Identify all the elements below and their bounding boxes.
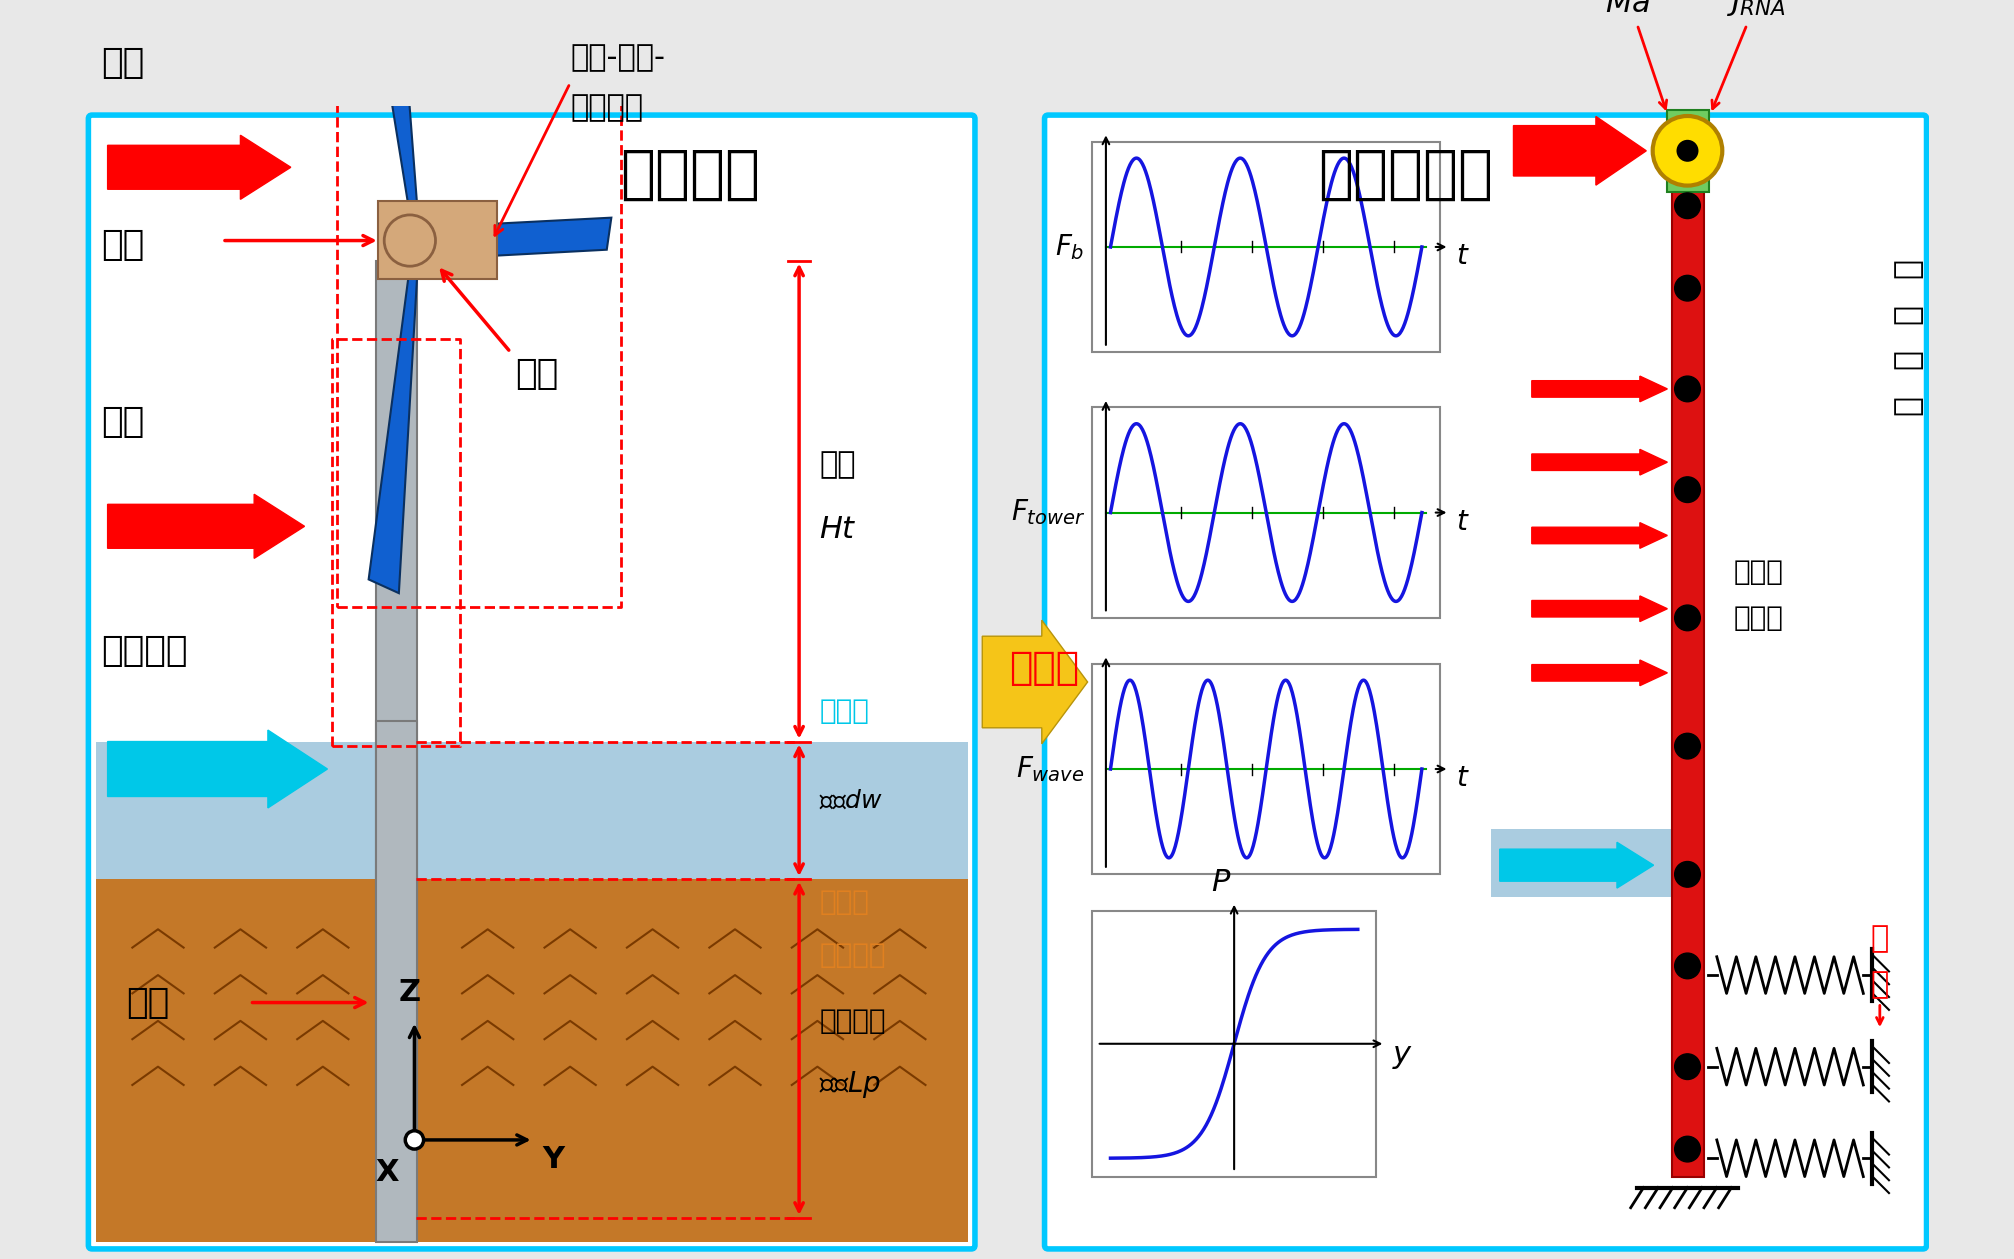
Bar [1668, 110, 1708, 193]
Text: 轮毂: 轮毂 [101, 228, 145, 262]
Bar [1490, 828, 1674, 898]
Text: t: t [1456, 242, 1468, 271]
Circle shape [1676, 861, 1700, 888]
Text: 深: 深 [1871, 924, 1889, 953]
Text: t: t [1456, 764, 1468, 792]
Circle shape [1676, 733, 1700, 759]
FancyArrow shape [1533, 376, 1668, 402]
Text: Y: Y [542, 1144, 564, 1173]
FancyArrow shape [1500, 842, 1653, 888]
Text: 度: 度 [1871, 969, 1889, 998]
Text: 舱体组合: 舱体组合 [570, 93, 642, 122]
FancyArrow shape [1533, 660, 1668, 686]
Text: y: y [1392, 1040, 1410, 1069]
Text: 风载荷: 风载荷 [1734, 604, 1782, 632]
Text: 塔所受: 塔所受 [1734, 558, 1782, 587]
Bar [377, 261, 417, 1139]
Text: 海平面: 海平面 [820, 697, 870, 725]
Text: 荷: 荷 [1891, 398, 1923, 417]
Text: t: t [1456, 507, 1468, 536]
Text: 舱体: 舱体 [516, 356, 558, 390]
Polygon shape [358, 0, 417, 215]
Text: $F_{wave}$: $F_{wave}$ [1017, 754, 1086, 784]
Circle shape [1676, 953, 1700, 978]
Text: 载: 载 [1891, 351, 1923, 371]
Text: 离散化: 离散化 [1009, 650, 1080, 687]
Bar [1092, 142, 1440, 353]
Text: $F_b$: $F_b$ [1055, 232, 1086, 262]
FancyArrow shape [1533, 522, 1668, 548]
Text: 载荷: 载荷 [101, 405, 145, 439]
Bar [377, 721, 417, 1241]
Circle shape [1676, 1137, 1700, 1162]
Circle shape [1676, 276, 1700, 301]
Text: $Ht$: $Ht$ [820, 515, 858, 544]
Text: 水深$dw$: 水深$dw$ [820, 789, 882, 813]
Bar [1092, 663, 1440, 874]
Text: X: X [375, 1158, 399, 1187]
Bar [1092, 912, 1376, 1177]
Text: $Ma$: $Ma$ [1605, 0, 1649, 18]
Text: 塔高: 塔高 [820, 451, 856, 480]
FancyArrow shape [1513, 116, 1645, 185]
Circle shape [1676, 606, 1700, 631]
FancyArrow shape [107, 730, 328, 808]
Circle shape [1676, 140, 1698, 162]
Text: 单桩: 单桩 [127, 986, 169, 1020]
FancyArrow shape [983, 621, 1088, 744]
Circle shape [1653, 116, 1722, 185]
Text: $F_{tower}$: $F_{tower}$ [1011, 497, 1086, 528]
FancyArrow shape [107, 135, 290, 199]
Text: 桩: 桩 [1891, 259, 1923, 279]
Bar [1092, 407, 1440, 618]
Text: 物理模型: 物理模型 [620, 146, 759, 203]
Text: 有限元模型: 有限元模型 [1317, 146, 1492, 203]
Bar [1672, 183, 1704, 1177]
Bar [97, 742, 967, 879]
Text: Z: Z [399, 978, 421, 1007]
Circle shape [405, 1131, 423, 1149]
FancyArrow shape [1533, 596, 1668, 622]
Text: 海底面: 海底面 [820, 888, 870, 917]
Circle shape [1676, 193, 1700, 219]
Bar [379, 201, 497, 279]
Polygon shape [369, 266, 417, 593]
Bar [97, 879, 967, 1241]
FancyArrow shape [1533, 449, 1668, 475]
Text: 风机-轮毂-: 风机-轮毂- [570, 43, 665, 72]
Polygon shape [435, 218, 612, 259]
Text: 深度$Lp$: 深度$Lp$ [820, 1069, 882, 1100]
FancyBboxPatch shape [1045, 115, 1927, 1249]
Circle shape [1676, 376, 1700, 402]
Text: 单桩入泥: 单桩入泥 [820, 1007, 886, 1035]
Text: （泥线）: （泥线） [820, 942, 886, 969]
FancyBboxPatch shape [89, 115, 975, 1249]
Text: 载荷: 载荷 [101, 47, 145, 81]
Text: 波浪载荷: 波浪载荷 [101, 635, 187, 669]
FancyArrow shape [107, 495, 304, 558]
Circle shape [385, 215, 435, 266]
Circle shape [1676, 477, 1700, 502]
Text: P: P [1210, 869, 1231, 898]
Circle shape [1676, 1054, 1700, 1079]
Text: 顶: 顶 [1891, 306, 1923, 326]
Text: $J_{RNA}$: $J_{RNA}$ [1726, 0, 1786, 18]
